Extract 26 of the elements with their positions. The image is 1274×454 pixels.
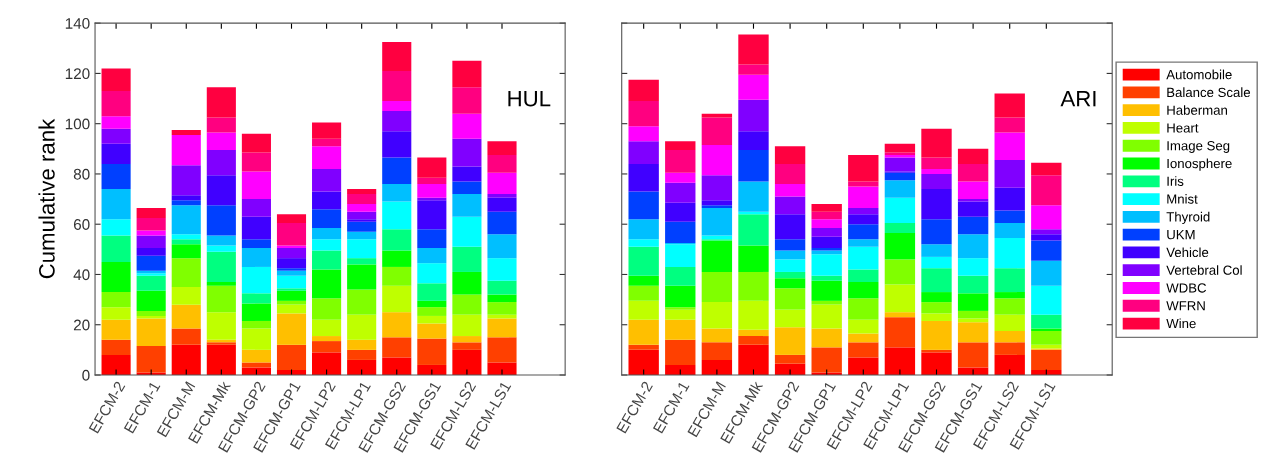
legend-label: Vehicle [1166,247,1209,258]
y-axis-title: Cumulative rank [38,118,55,279]
legend-label: Image Seg [1167,141,1230,153]
legend-label: WDBC [1166,283,1207,293]
legend-label: Balance Scale [1167,87,1251,98]
y-tick-label: 0 [82,369,90,381]
legend-label: Ionosphere [1167,158,1232,171]
legend-label: Wine [1166,318,1196,329]
y-tick-label: 120 [65,68,90,80]
legend-label: Iris [1167,176,1184,186]
legend-label: Haberman [1167,105,1227,115]
legend-label: Thyroid [1166,211,1210,225]
legend-label: Heart [1167,123,1199,133]
legend-label: UKM [1167,230,1195,240]
y-tick-label: 60 [73,219,90,230]
annotation: HUL [508,91,551,107]
y-tick-label: 140 [65,18,90,29]
legend-label: Mnist [1167,194,1198,204]
y-tick-label: 100 [65,118,90,130]
legend-label: Vertebral Col [1166,265,1242,275]
legend-label: WFRN [1166,301,1205,311]
legend-label: Automobile [1166,69,1232,80]
y-tick-label: 40 [73,269,90,281]
y-tick-label: 20 [73,319,90,331]
annotation: ARI [1060,91,1096,107]
y-tick-label: 80 [73,168,90,180]
